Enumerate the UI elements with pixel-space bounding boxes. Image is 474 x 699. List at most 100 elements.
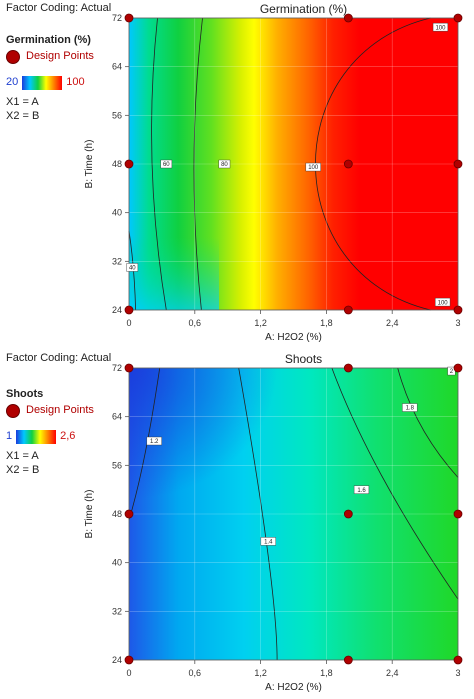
shoots-contour-plot: 0 0,6 1,2 1,8 2,4 3 24 32 40 48 56 64 72 Shoots A: H2O… [84, 352, 463, 693]
y-tick-label: 48 [112, 509, 122, 519]
contour-line [193, 17, 203, 311]
contour-label: 60 [163, 162, 170, 168]
x2-assignment: X2 = B [6, 109, 40, 122]
response-title: Germination (%) [6, 34, 91, 46]
design-points-legend: Design Points [6, 403, 94, 418]
design-points-label: Design Points [26, 49, 94, 62]
y-tick-label: 64 [112, 412, 122, 422]
design-point [124, 159, 134, 169]
design-point [343, 13, 353, 23]
design-point [343, 363, 353, 373]
y-tick-label: 72 [112, 13, 122, 23]
x-tick-label: 2,4 [386, 318, 399, 328]
contour-label-box [218, 159, 231, 169]
color-range: 20 100 [6, 75, 94, 90]
design-point-marker-icon [6, 49, 20, 64]
design-points-label: Design Points [26, 403, 94, 416]
x-tick-label: 1,2 [254, 668, 267, 678]
y-tick-label: 48 [112, 159, 122, 169]
contour-label-box [260, 537, 276, 546]
x-tick-label: 0 [126, 668, 131, 678]
germination-panel: Factor Coding: Actual Germination (%) De… [0, 0, 474, 349]
contour-label: 100 [438, 300, 449, 306]
y-axis-label: B: Time (h) [84, 490, 95, 539]
color-range: 1 2,6 [6, 429, 94, 444]
y-tick-label: 32 [112, 256, 122, 266]
design-point [453, 363, 463, 373]
y-tick-label: 40 [112, 208, 122, 218]
x-tick-label: 3 [455, 318, 460, 328]
y-tick-label: 24 [112, 655, 122, 665]
factor-coding-label: Factor Coding: Actual [6, 2, 112, 14]
factor-coding-label: Factor Coding: Actual [6, 352, 112, 364]
response-title: Shoots [6, 388, 44, 400]
contour-label: 100 [308, 165, 319, 171]
y-tick-label: 40 [112, 558, 122, 568]
contour-label: 40 [129, 266, 136, 272]
x-tick-label: 2,4 [386, 668, 399, 678]
contour-label-box [146, 436, 162, 446]
contour-label-box [353, 485, 370, 494]
contour-line [397, 367, 459, 478]
design-point [343, 509, 353, 519]
x-tick-label: 1,8 [320, 318, 333, 328]
y-tick-label: 24 [112, 305, 122, 315]
y-tick-label: 72 [112, 363, 122, 373]
x1-assignment: X1 = A [6, 449, 39, 462]
design-point [453, 305, 463, 315]
range-min: 1 [6, 429, 13, 442]
y-tick-label: 56 [112, 460, 122, 470]
contour-label: 1.4 [264, 540, 273, 546]
x-tick-label: 0,6 [189, 318, 202, 328]
contour-label: 100 [435, 25, 446, 31]
x1-assignment: X1 = A [6, 95, 39, 108]
x-tick-label: 1,8 [320, 668, 333, 678]
contour-label-box [126, 263, 139, 272]
contour-line [238, 367, 278, 661]
contour-label: 1.6 [357, 488, 366, 494]
design-point [343, 655, 353, 665]
germination-legend: Germination (%) Design Points 20 100 X1 … [6, 34, 94, 123]
x-axis-label: A: H2O2 (%) [265, 332, 322, 343]
design-point [124, 13, 134, 23]
design-points-legend: Design Points [6, 49, 94, 64]
range-max: 2,6 [60, 429, 76, 442]
contour-label: 80 [221, 162, 228, 168]
contour-label-box [435, 297, 451, 307]
contour-line [128, 367, 161, 521]
design-point [124, 509, 134, 519]
contour-line [331, 367, 459, 600]
germination-contour-plot: 0 0,6 1,2 1,8 2,4 3 24 32 40 48 56 64 72 Germination … [84, 2, 463, 343]
x-tick-label: 3 [455, 668, 460, 678]
corner-shading [129, 18, 219, 310]
y-axis-label: B: Time (h) [84, 140, 95, 189]
design-point [453, 655, 463, 665]
design-point [453, 159, 463, 169]
design-point [453, 509, 463, 519]
range-min: 20 [6, 75, 19, 88]
design-point [343, 305, 353, 315]
contour-label: 1.2 [150, 439, 159, 445]
contour-label-box [305, 162, 321, 172]
x-axis-label: A: H2O2 (%) [265, 682, 322, 693]
design-point [124, 305, 134, 315]
contour-label: 1.8 [406, 406, 415, 412]
y-tick-label: 64 [112, 62, 122, 72]
color-bar [16, 429, 57, 444]
x2-assignment: X2 = B [6, 463, 40, 476]
y-tick-label: 56 [112, 110, 122, 120]
shoots-panel: Factor Coding: Actual Shoots Design Poin… [0, 350, 474, 699]
design-point-marker-icon [6, 403, 20, 418]
contour-label-box [432, 22, 449, 32]
y-tick-label: 32 [112, 606, 122, 616]
design-point [124, 363, 134, 373]
color-bar [22, 75, 63, 90]
contour-label-box [160, 159, 173, 169]
design-point [124, 655, 134, 665]
contour-line [151, 17, 167, 311]
contour-label: 2 [450, 369, 454, 375]
x-tick-label: 0,6 [189, 668, 202, 678]
contour-label-box [402, 403, 418, 412]
chart-title: Shoots [285, 352, 322, 366]
design-point [453, 13, 463, 23]
